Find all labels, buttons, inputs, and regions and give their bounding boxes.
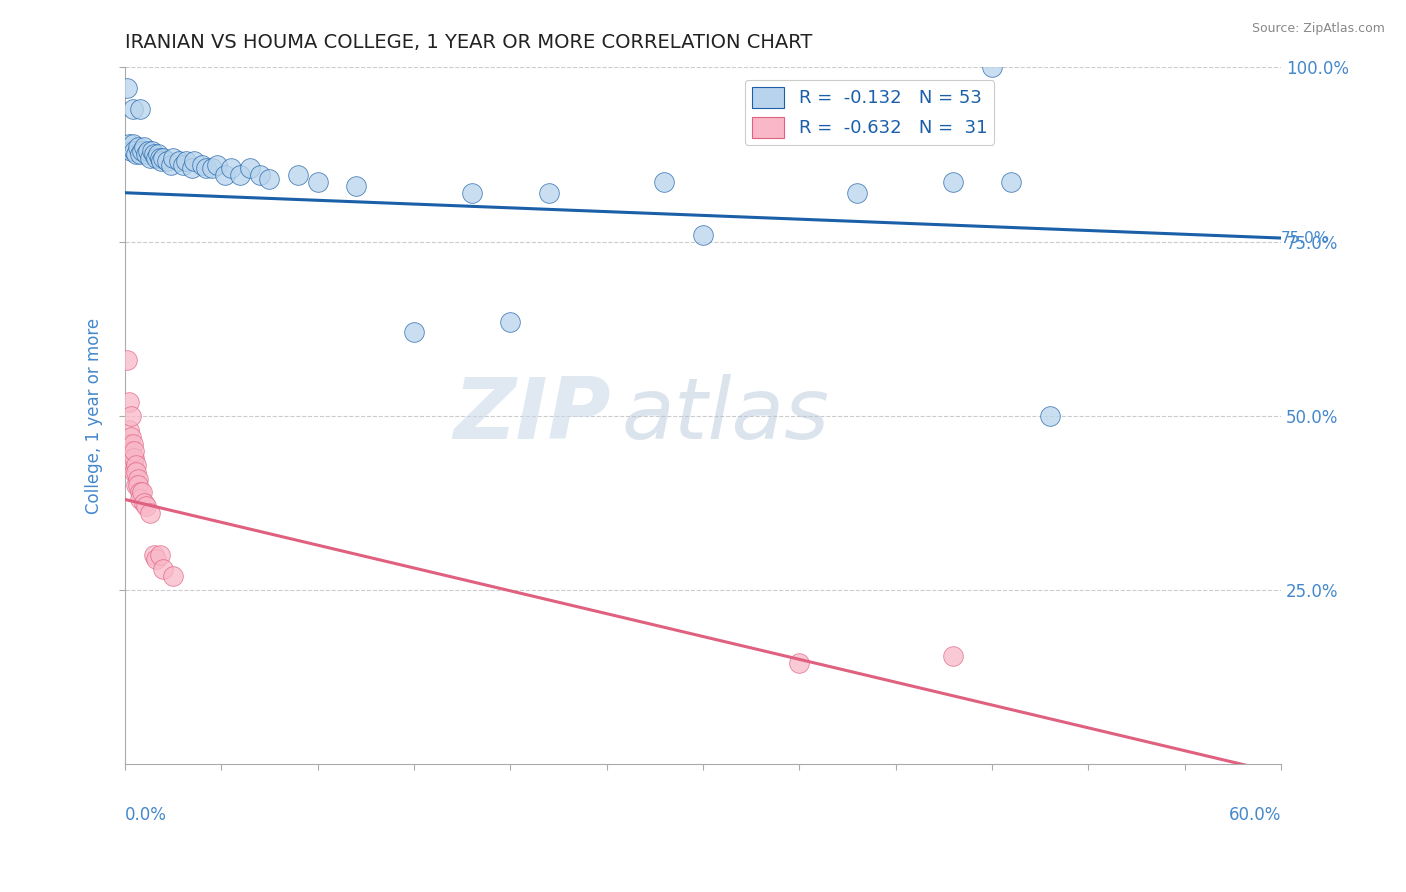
Point bbox=[135, 500, 157, 514]
Y-axis label: College, 1 year or more: College, 1 year or more bbox=[86, 318, 103, 514]
Point bbox=[654, 175, 676, 189]
Point bbox=[145, 151, 167, 165]
Point bbox=[124, 465, 146, 479]
Point bbox=[152, 151, 174, 165]
Point bbox=[287, 169, 309, 183]
Point bbox=[846, 186, 869, 200]
Point bbox=[132, 140, 155, 154]
Point bbox=[162, 151, 184, 165]
Point bbox=[129, 485, 152, 500]
Point bbox=[121, 436, 143, 450]
Point bbox=[160, 158, 183, 172]
Text: 75.0%: 75.0% bbox=[1281, 230, 1329, 245]
Point bbox=[207, 158, 229, 172]
Point bbox=[191, 158, 214, 172]
Point bbox=[942, 649, 965, 664]
Point bbox=[129, 492, 152, 507]
Point bbox=[120, 409, 142, 423]
Point bbox=[125, 458, 148, 472]
Point bbox=[239, 161, 262, 176]
Text: atlas: atlas bbox=[621, 375, 830, 458]
Point bbox=[125, 478, 148, 492]
Point bbox=[118, 423, 141, 437]
Point bbox=[145, 551, 167, 566]
Text: 0.0%: 0.0% bbox=[125, 806, 167, 824]
Point bbox=[156, 154, 179, 169]
Point bbox=[219, 161, 242, 176]
Point bbox=[259, 171, 281, 186]
Point bbox=[460, 186, 482, 200]
Point bbox=[125, 147, 148, 161]
Point bbox=[129, 102, 152, 116]
Point bbox=[115, 81, 138, 95]
Point bbox=[124, 144, 146, 158]
Point bbox=[120, 443, 142, 458]
Point bbox=[344, 178, 367, 193]
Point bbox=[146, 147, 169, 161]
Point bbox=[124, 443, 146, 458]
Point bbox=[115, 353, 138, 368]
Point bbox=[124, 450, 146, 465]
Point bbox=[499, 315, 522, 329]
Point bbox=[135, 147, 157, 161]
Point bbox=[131, 485, 153, 500]
Point bbox=[129, 147, 152, 161]
Point bbox=[127, 471, 149, 485]
Point bbox=[120, 430, 142, 444]
Point bbox=[152, 562, 174, 576]
Point bbox=[120, 144, 142, 158]
Point bbox=[307, 175, 329, 189]
Point bbox=[980, 60, 1002, 74]
Point bbox=[162, 569, 184, 583]
Point bbox=[132, 496, 155, 510]
Point bbox=[402, 325, 425, 339]
Point bbox=[172, 158, 194, 172]
Point bbox=[121, 458, 143, 472]
Point bbox=[125, 465, 148, 479]
Text: 60.0%: 60.0% bbox=[1229, 806, 1281, 824]
Point bbox=[139, 151, 162, 165]
Point bbox=[127, 478, 149, 492]
Point bbox=[692, 227, 714, 242]
Point bbox=[136, 144, 159, 158]
Point bbox=[142, 147, 165, 161]
Point bbox=[1039, 409, 1062, 423]
Point bbox=[176, 154, 198, 169]
Point bbox=[167, 154, 190, 169]
Point bbox=[141, 144, 163, 158]
Point bbox=[121, 450, 143, 465]
Point bbox=[183, 154, 205, 169]
Point bbox=[229, 169, 252, 183]
Point bbox=[214, 169, 236, 183]
Point bbox=[118, 136, 141, 151]
Point bbox=[249, 169, 271, 183]
Text: IRANIAN VS HOUMA COLLEGE, 1 YEAR OR MORE CORRELATION CHART: IRANIAN VS HOUMA COLLEGE, 1 YEAR OR MORE… bbox=[125, 33, 813, 52]
Point bbox=[148, 548, 170, 562]
Point bbox=[181, 161, 204, 176]
Point bbox=[118, 436, 141, 450]
Point bbox=[194, 161, 217, 176]
Point bbox=[942, 175, 965, 189]
Point bbox=[121, 136, 143, 151]
Point bbox=[118, 394, 141, 409]
Point bbox=[537, 186, 560, 200]
Text: Source: ZipAtlas.com: Source: ZipAtlas.com bbox=[1251, 22, 1385, 36]
Legend: R =  -0.132   N = 53, R =  -0.632   N =  31: R = -0.132 N = 53, R = -0.632 N = 31 bbox=[745, 79, 994, 145]
Point bbox=[131, 144, 153, 158]
Text: ZIP: ZIP bbox=[453, 375, 610, 458]
Point bbox=[142, 548, 165, 562]
Point bbox=[1000, 175, 1022, 189]
Point bbox=[139, 507, 162, 521]
Point bbox=[150, 154, 173, 169]
Point bbox=[148, 151, 170, 165]
Point bbox=[121, 102, 143, 116]
Point bbox=[787, 657, 810, 671]
Point bbox=[200, 161, 222, 176]
Point bbox=[127, 140, 149, 154]
